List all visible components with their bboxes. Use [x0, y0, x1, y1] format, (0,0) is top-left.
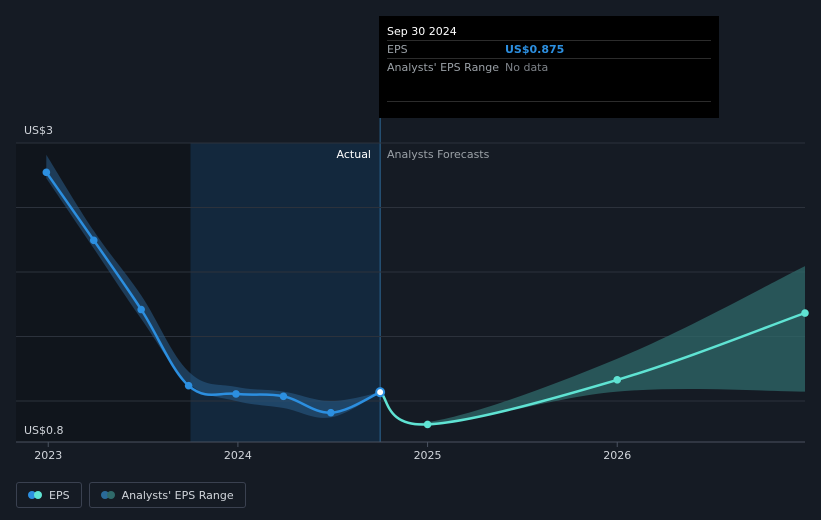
y-label-top: US$3 — [24, 124, 53, 137]
forecast-eps-line — [378, 311, 807, 426]
x-tick-label: 2023 — [34, 449, 62, 462]
x-tick-label: 2026 — [603, 449, 631, 462]
tooltip-date: Sep 30 2024 — [387, 25, 457, 38]
legend-item-eps[interactable]: EPS — [16, 482, 82, 508]
x-tick-label: 2024 — [224, 449, 252, 462]
actual-eps-point — [184, 381, 193, 390]
actual-label: Actual — [337, 148, 371, 161]
past-shade — [16, 143, 191, 442]
y-label-bottom: US$0.8 — [24, 424, 64, 437]
actual-eps-point — [137, 305, 145, 314]
tooltip-range-label: Analysts' EPS Range — [387, 61, 500, 74]
tooltip-row-range: Analysts' EPS Range No data — [387, 58, 711, 76]
actual-eps-point — [279, 392, 288, 401]
forecast-label: Analysts Forecasts — [387, 148, 490, 161]
actual-eps-point — [42, 168, 51, 177]
legend-label-range: Analysts' EPS Range — [121, 488, 234, 502]
tooltip-row-eps: EPS US$0.875 — [387, 40, 711, 58]
actual-eps-point — [89, 236, 98, 245]
actual-eps-point — [327, 408, 335, 417]
forecast-range-band — [380, 266, 805, 425]
eps-swatch-icon — [28, 491, 42, 499]
forecast-eps-point — [613, 376, 622, 384]
forecast-eps-point — [801, 309, 809, 317]
tooltip: Sep 30 2024 EPS US$0.875 Analysts' EPS R… — [379, 16, 719, 118]
forecast-eps-point — [423, 420, 432, 429]
actual-eps-point — [232, 390, 240, 398]
tooltip-range-value: No data — [505, 61, 549, 74]
x-tick-label: 2025 — [414, 449, 442, 462]
legend: EPS Analysts' EPS Range — [16, 482, 246, 508]
legend-label-eps: EPS — [49, 488, 70, 502]
tooltip-divider — [387, 101, 711, 102]
eps-point-current — [375, 387, 386, 398]
tooltip-eps-value: US$0.875 — [505, 43, 565, 56]
tooltip-eps-label: EPS — [387, 43, 408, 56]
range-swatch-icon — [100, 491, 115, 499]
legend-item-range[interactable]: Analysts' EPS Range — [88, 482, 246, 508]
